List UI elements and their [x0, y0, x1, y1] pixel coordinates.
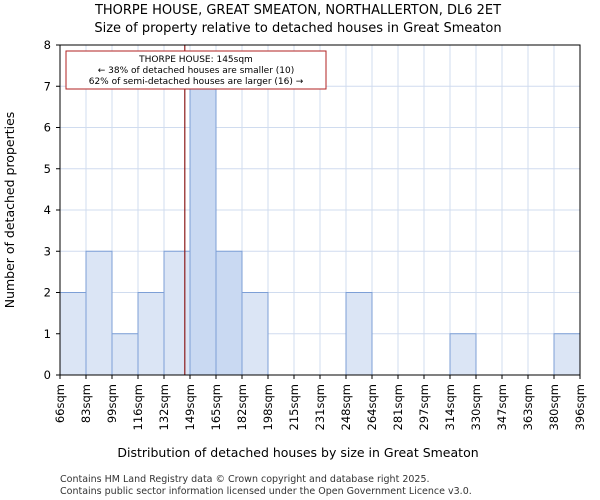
annotation-line-2: ← 38% of detached houses are smaller (10…	[98, 66, 295, 76]
x-tick-label: 165sqm	[209, 384, 223, 430]
y-tick-label: 0	[44, 368, 51, 382]
x-tick-label: 116sqm	[131, 384, 145, 430]
x-tick-label: 248sqm	[339, 384, 353, 430]
bar-116sqm	[137, 292, 165, 376]
x-tick-label: 231sqm	[313, 384, 327, 430]
x-tick-label: 66sqm	[53, 384, 67, 423]
x-tick-label: 330sqm	[469, 384, 483, 430]
y-tick-label: 1	[44, 327, 51, 341]
y-tick-label: 6	[44, 121, 51, 135]
x-tick-label: 264sqm	[365, 384, 379, 430]
annotation-box: THORPE HOUSE: 145sqm ← 38% of detached h…	[65, 50, 327, 90]
x-tick-label: 297sqm	[417, 384, 431, 430]
y-tick-label: 4	[44, 203, 51, 217]
chart-title: THORPE HOUSE, GREAT SMEATON, NORTHALLERT…	[94, 3, 501, 18]
x-tick-label: 380sqm	[547, 384, 561, 430]
annotation-line-3: 62% of semi-detached houses are larger (…	[89, 77, 304, 87]
bar-248sqm	[345, 292, 373, 376]
bar-149sqm	[189, 85, 217, 376]
y-axis-ticks: 0 1 2 3 4 5 6 7 8	[44, 38, 60, 382]
bar-380sqm	[553, 333, 581, 376]
x-tick-label: 132sqm	[157, 384, 171, 430]
y-tick-label: 7	[44, 79, 51, 93]
footer-line-1: Contains HM Land Registry data © Crown c…	[60, 474, 430, 485]
x-tick-label: 281sqm	[391, 384, 405, 430]
annotation-border	[65, 50, 327, 90]
x-tick-label: 347sqm	[495, 384, 509, 430]
bar-314sqm	[449, 333, 477, 376]
chart-subtitle: Size of property relative to detached ho…	[94, 21, 501, 36]
x-tick-label: 198sqm	[261, 384, 275, 430]
annotation-line-1: THORPE HOUSE: 145sqm	[138, 55, 253, 65]
bar-99sqm	[111, 333, 139, 376]
bar-132sqm	[163, 250, 191, 376]
x-axis-ticks: 66sqm 83sqm 99sqm 116sqm 132sqm 149sqm 165sqm 1…	[53, 375, 587, 430]
x-axis-label: Distribution of detached houses by size …	[117, 445, 478, 460]
bar-66sqm	[59, 292, 87, 376]
bar-182sqm	[241, 292, 269, 376]
x-tick-label: 314sqm	[443, 384, 457, 430]
x-tick-label: 83sqm	[79, 384, 93, 423]
x-tick-label: 396sqm	[573, 384, 587, 430]
y-tick-label: 3	[44, 244, 51, 258]
x-tick-label: 182sqm	[235, 384, 249, 430]
y-tick-label: 5	[44, 162, 51, 176]
x-tick-label: 215sqm	[287, 384, 301, 430]
bar-83sqm	[85, 250, 113, 376]
y-tick-label: 2	[44, 286, 51, 300]
x-tick-label: 99sqm	[105, 384, 119, 423]
x-tick-label: 149sqm	[183, 384, 197, 430]
bar-165sqm	[215, 250, 243, 376]
y-axis-label: Number of detached properties	[2, 112, 17, 309]
x-tick-label: 363sqm	[521, 384, 535, 430]
y-tick-label: 8	[44, 38, 51, 52]
footer-line-2: Contains public sector information licen…	[60, 486, 472, 497]
